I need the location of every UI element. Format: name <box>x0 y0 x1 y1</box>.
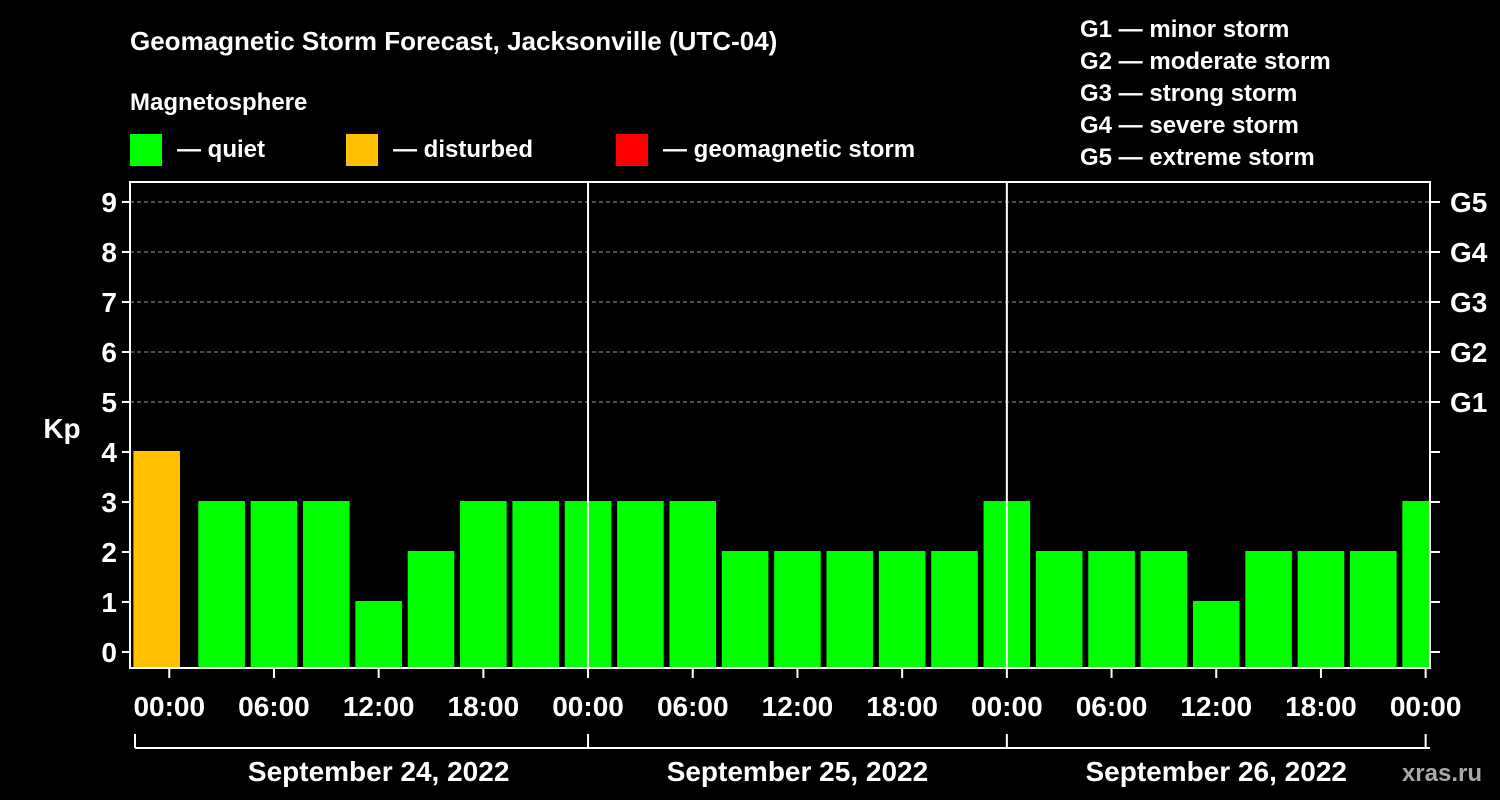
day-brackets: September 24, 2022 September 25, 2022 Sept… <box>134 734 1430 787</box>
y-axis-label: Kp <box>43 413 80 444</box>
x-tick-label-6: 12:00 <box>762 691 834 722</box>
legend-swatch-quiet <box>130 134 162 166</box>
bar-0 <box>133 451 180 668</box>
x-axis-ticks: 00:00 06:00 12:00 18:00 00:00 06:00 12:00 18:00… <box>133 668 1461 722</box>
right-tick-label-g1: G1 <box>1450 387 1487 418</box>
bar-3 <box>303 501 350 668</box>
bar-23 <box>1349 551 1397 668</box>
x-tick-label-10: 12:00 <box>1180 691 1252 722</box>
y-axis-ticks: 0 1 2 3 4 5 6 7 8 9 <box>101 187 130 668</box>
bar-5 <box>407 551 455 668</box>
bar-1 <box>198 501 245 668</box>
plot-frame <box>129 181 1431 669</box>
legend-swatch-disturbed <box>346 134 378 166</box>
day-label-2: September 26, 2022 <box>1085 756 1347 787</box>
bar-15 <box>931 551 978 668</box>
x-tick-label-3: 18:00 <box>448 691 520 722</box>
y-tick-label-3: 3 <box>101 487 117 518</box>
x-tick-label-7: 18:00 <box>866 691 938 722</box>
x-tick-label-4: 00:00 <box>552 691 624 722</box>
bar-10 <box>669 501 717 668</box>
bar-14 <box>878 551 926 668</box>
bar-17 <box>1035 551 1083 668</box>
y-tick-label-1: 1 <box>101 587 117 618</box>
day-label-0: September 24, 2022 <box>248 756 510 787</box>
chart-title: Geomagnetic Storm Forecast, Jacksonville… <box>130 26 777 56</box>
y-tick-label-5: 5 <box>101 387 117 418</box>
day-label-1: September 25, 2022 <box>667 756 929 787</box>
legend-label-storm: — geomagnetic storm <box>663 136 915 163</box>
y-tick-label-2: 2 <box>101 537 117 568</box>
x-tick-label-0: 00:00 <box>133 691 205 722</box>
bar-6 <box>460 501 507 668</box>
y-tick-label-9: 9 <box>101 187 117 218</box>
y-tick-label-6: 6 <box>101 337 117 368</box>
bar-2 <box>250 501 298 668</box>
g-scale-g3: G3 — strong storm <box>1080 80 1297 107</box>
y-tick-label-8: 8 <box>101 237 117 268</box>
legend-label-quiet: — quiet <box>177 136 265 163</box>
bars <box>133 451 1430 668</box>
x-tick-label-12: 00:00 <box>1390 691 1462 722</box>
x-tick-label-11: 18:00 <box>1285 691 1357 722</box>
x-tick-label-9: 06:00 <box>1076 691 1148 722</box>
g-scale-g4: G4 — severe storm <box>1080 112 1299 139</box>
legend-swatch-storm <box>616 134 648 166</box>
bar-18 <box>1088 551 1135 668</box>
watermark: xras.ru <box>1402 760 1482 787</box>
right-axis-ticks: G1 G2 G3 G4 G5 <box>1430 187 1488 653</box>
bar-21 <box>1245 551 1292 668</box>
y-tick-label-4: 4 <box>101 437 117 468</box>
right-tick-label-g5: G5 <box>1450 187 1487 218</box>
right-tick-label-g4: G4 <box>1450 237 1488 268</box>
x-tick-label-2: 12:00 <box>343 691 415 722</box>
bar-20 <box>1192 601 1240 668</box>
y-tick-label-0: 0 <box>101 637 117 668</box>
bar-9 <box>617 501 664 668</box>
bar-7 <box>512 501 559 668</box>
day-dividers <box>587 182 1008 668</box>
grid-lines <box>130 201 1430 403</box>
x-tick-label-5: 06:00 <box>657 691 729 722</box>
right-tick-label-g3: G3 <box>1450 287 1487 318</box>
bar-12 <box>774 551 821 668</box>
x-tick-label-8: 00:00 <box>971 691 1043 722</box>
legend-title: Magnetosphere <box>130 89 307 116</box>
g-scale-g2: G2 — moderate storm <box>1080 48 1331 75</box>
bar-13 <box>826 551 874 668</box>
bar-4 <box>355 601 402 668</box>
x-tick-label-1: 06:00 <box>238 691 310 722</box>
bar-22 <box>1297 551 1345 668</box>
y-tick-label-7: 7 <box>101 287 117 318</box>
bar-19 <box>1140 551 1188 668</box>
legend-label-disturbed: — disturbed <box>393 136 533 163</box>
g-scale-g1: G1 — minor storm <box>1080 16 1289 43</box>
g-scale-g5: G5 — extreme storm <box>1080 144 1315 171</box>
right-tick-label-g2: G2 <box>1450 337 1487 368</box>
bar-24 <box>1402 501 1430 668</box>
bar-11 <box>721 551 769 668</box>
